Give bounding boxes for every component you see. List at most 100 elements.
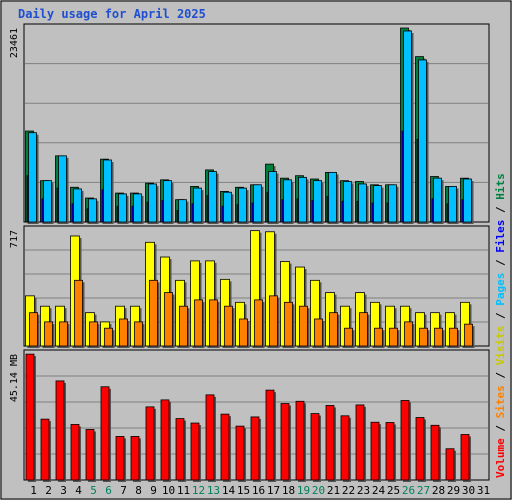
sites-bar [254,299,263,347]
pages-bar [133,193,142,223]
sites-bar [314,318,323,347]
x-tick-label: 9 [150,484,157,497]
volume-bar [40,418,50,481]
sites-bar [464,323,473,347]
volume-bar [235,425,245,481]
x-tick-label: 20 [312,484,325,497]
volume-bar [190,422,200,481]
sites-bar [224,305,233,347]
x-tick-label: 15 [237,484,250,497]
legend-pages: Pages [494,273,507,306]
pages-bar [373,185,382,223]
pages-bar [403,30,412,223]
pages-bar [358,183,367,223]
x-tick-label: 6 [105,484,112,497]
volume-bar [205,394,215,481]
sites-bar [419,327,428,347]
pages-bar [103,159,112,223]
legend-volume: Volume [494,438,507,478]
sites-bar [299,305,308,347]
x-tick-label: 2 [45,484,52,497]
y-max-label: 45.14 MB [9,354,20,402]
sites-bar [29,312,38,347]
volume-bar [145,406,155,481]
pages-bar [448,186,457,223]
sites-bar [374,327,383,347]
pages-bar [418,59,427,223]
volume-bar [325,405,335,481]
sites-bar [104,327,113,347]
x-tick-label: 11 [177,484,190,497]
x-tick-label: 5 [90,484,97,497]
volume-bar [430,424,440,481]
volume-bar [310,413,320,481]
pages-bar [163,180,172,223]
x-tick-label: 24 [372,484,386,497]
pages-bar [238,187,247,223]
pages-bar [253,184,262,223]
volume-bar [250,416,260,481]
x-tick-label: 3 [60,484,67,497]
x-tick-label: 26 [402,484,415,497]
pages-bar [298,176,307,223]
volume-bar [130,436,140,481]
volume-bar [85,429,95,481]
volume-bar [295,400,305,481]
pages-bar [208,171,217,223]
pages-bar [148,183,157,223]
sites-bar [404,321,413,347]
pages-bar [73,188,82,223]
volume-bar [415,417,425,481]
sites-bar [449,327,458,347]
volume-bar [400,400,410,481]
pages-bar [223,191,232,223]
x-tick-label: 29 [447,484,460,497]
sites-bar [434,327,443,347]
volume-bar [115,436,125,481]
sites-bar [194,299,203,347]
sites-bar [329,312,338,347]
x-tick-label: 18 [282,484,295,497]
x-tick-label: 17 [267,484,280,497]
pages-bar [463,178,472,223]
volume-bar [55,380,65,481]
volume-bar [385,422,395,481]
sites-bar [119,318,128,347]
x-tick-label: 23 [357,484,370,497]
pages-bar [88,198,97,223]
pages-bar [388,184,397,223]
legend-sep: / [494,418,507,438]
x-tick-label: 31 [477,484,490,497]
x-tick-label: 21 [327,484,340,497]
legend-sep: / [494,200,507,220]
volume-bar [25,353,35,481]
volume-bar [70,424,80,481]
pages-bar [58,155,67,223]
sites-bar [59,321,68,347]
sites-bar [344,327,353,347]
pages-bar [343,181,352,223]
pages-bar [433,177,442,223]
sites-bar [134,321,143,347]
volume-bar [280,403,290,481]
x-tick-label: 16 [252,484,265,497]
pages-bar [28,132,37,223]
sites-bar [239,318,248,347]
volume-bar [265,389,275,481]
sites-bar [209,299,218,347]
legend-visits: Visits [494,326,507,366]
pages-bar [118,193,127,223]
y-max-label: 717 [9,230,20,248]
x-tick-label: 7 [120,484,127,497]
pages-bar [313,180,322,223]
x-tick-label: 12 [192,484,205,497]
volume-bar [100,386,110,481]
x-tick-label: 8 [135,484,142,497]
volume-bar [175,418,185,481]
x-tick-label: 19 [297,484,310,497]
x-tick-label: 1 [30,484,37,497]
volume-bar [460,434,470,481]
pages-bar [268,171,277,223]
